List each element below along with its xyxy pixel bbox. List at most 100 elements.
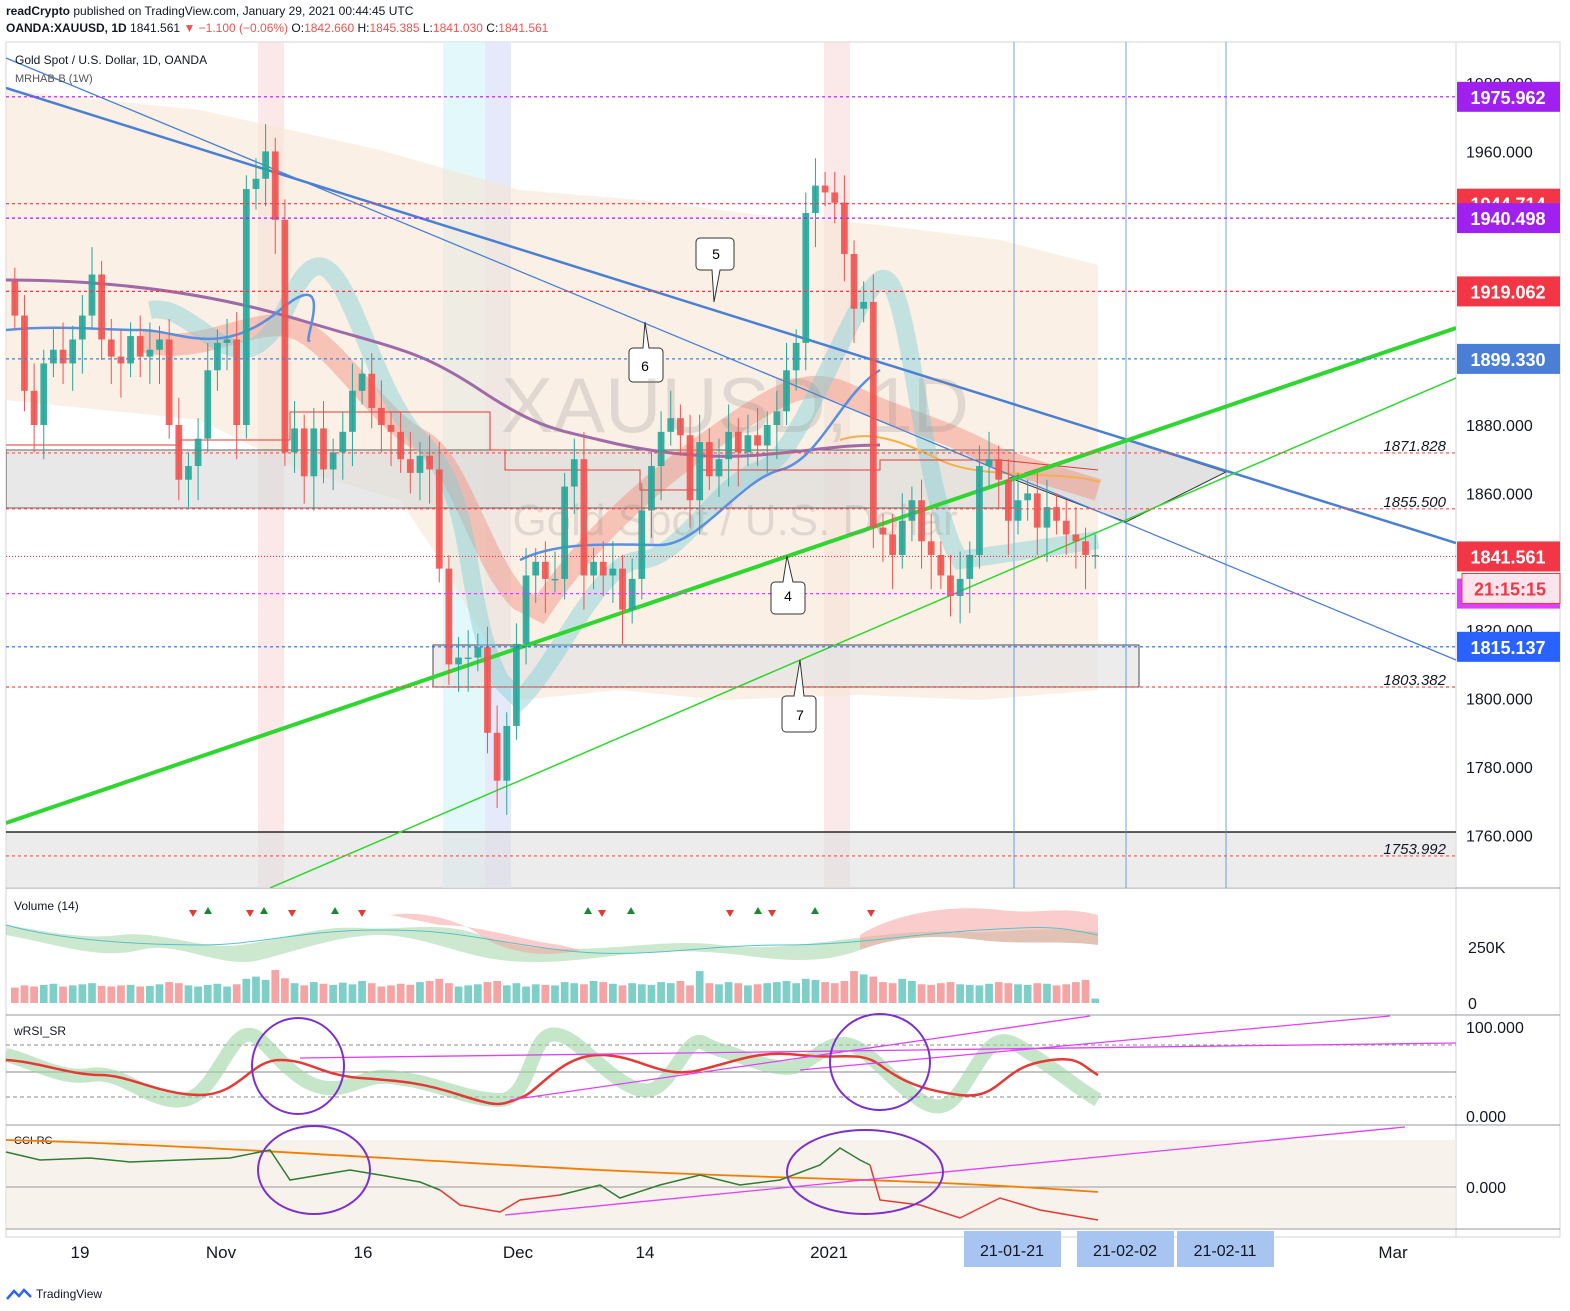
volume-bar [512,983,521,1003]
callout-6[interactable]: 6 [628,321,664,383]
instrument-legend[interactable]: Gold Spot / U.S. Dollar, 1D, OANDA [15,53,207,67]
callout-6-label: 6 [641,358,649,374]
time-tick-label: Mar [1378,1243,1408,1262]
candle-body [503,725,511,781]
candle-body [657,431,665,467]
candle-body [339,431,347,453]
candle-body [1062,520,1070,535]
candle-body [175,425,183,480]
date-badge-1[interactable]: 21-01-21 [980,1243,1044,1260]
candle-body [300,428,308,477]
watermark-name: Gold Spot / U.S. Dollar [512,496,957,545]
time-axis[interactable]: 19 Nov 16 Dec 14 2021 Mar [71,1243,1408,1262]
footer-brand[interactable]: TradingView [6,1287,102,1301]
volume-bar [898,978,907,1003]
candle-body [609,568,617,576]
volume-bar [68,985,77,1003]
volume-bar [908,981,916,1003]
volume-legend[interactable]: Volume (14) [14,899,79,913]
volume-bar [589,981,598,1003]
volume-bar [126,984,135,1003]
publisher-name[interactable]: readCrypto [6,4,71,18]
volume-bar [551,985,559,1003]
candle-body [995,459,1003,480]
candle-body [30,390,38,425]
price-tag-bg [1457,343,1560,374]
candle-body [59,349,67,364]
candle-body [426,455,433,470]
volume-bar [396,983,405,1003]
volume-bar [261,979,270,1003]
volume-bar [309,982,318,1003]
rsi-tick-0: 0.000 [1466,1109,1506,1126]
volume-bar [994,982,1003,1003]
volume-bar [965,984,974,1003]
volume-bar [628,983,637,1003]
callout-4-label: 4 [784,588,792,604]
volume-bar [223,986,231,1003]
candle-body [773,411,781,425]
time-tick-label: 19 [71,1243,90,1262]
candle-body [754,435,761,446]
volume-bar [88,983,96,1003]
symbol-label[interactable]: OANDA:XAUUSD, 1D [6,21,127,35]
volume-bar [319,983,328,1003]
volume-bar [753,984,762,1003]
callout-7[interactable]: 7 [781,659,817,733]
candle-body [619,568,626,610]
volume-bar [454,986,463,1003]
open-value: 1842.660 [304,21,355,35]
volume-bar [445,983,453,1003]
candle-series [11,124,1099,815]
candle-body [734,431,742,453]
candle-body [291,428,298,453]
candle-body [705,442,713,477]
volume-bar [39,984,48,1003]
volume-bar [107,986,116,1003]
price-level-label: 1855.500 [1383,494,1446,511]
candle-body [445,568,453,665]
price-level-label: 1871.828 [1383,438,1446,455]
volume-bar [724,982,733,1003]
candle-body [1091,554,1099,557]
date-badge-2[interactable]: 21-02-02 [1093,1243,1157,1260]
volume-signal-markers [189,907,875,917]
volume-bar [782,981,791,1003]
price-tick-label: 1860.000 [1466,486,1533,503]
candle-body [358,373,366,391]
rsi-ribbon [4,1027,1102,1114]
close-label: C: [486,21,499,35]
volume-bar [435,978,444,1003]
date-badge-3[interactable]: 21-02-11 [1194,1243,1257,1260]
volume-bar [184,985,193,1003]
uptrend-line-thick [6,326,1456,825]
volume-bar [165,982,174,1003]
cci-pane: CCI-RC 0.000 [5,1125,1506,1228]
rsi-trend-line [299,1042,1457,1059]
price-tag-bg [1457,276,1560,307]
ma-ribbon-teal [148,257,1100,713]
callout-4[interactable]: 4 [770,555,806,615]
callout-5[interactable]: 5 [695,237,735,303]
volume-bar [531,984,540,1003]
candle-body [455,657,462,665]
volume-bar [97,985,106,1003]
volume-bar [203,984,212,1003]
indicator-legend[interactable]: MRHAB-B (1W) [15,73,93,85]
candle-body [725,431,733,460]
candle-body [349,390,356,432]
volume-bar [387,985,395,1003]
volume-bar [493,981,501,1003]
candle-body [763,425,771,446]
volume-bar [580,984,588,1003]
rsi-legend[interactable]: wRSI_SR [13,1024,66,1038]
volume-bar [541,984,550,1003]
candle-body [233,339,241,425]
volume-bar [936,983,945,1003]
sell-signal-icon [726,910,734,917]
volume-bar [473,984,482,1003]
volume-bars [10,970,1100,1003]
buy-signal-icon [260,907,268,914]
buy-signal-icon [204,907,212,914]
